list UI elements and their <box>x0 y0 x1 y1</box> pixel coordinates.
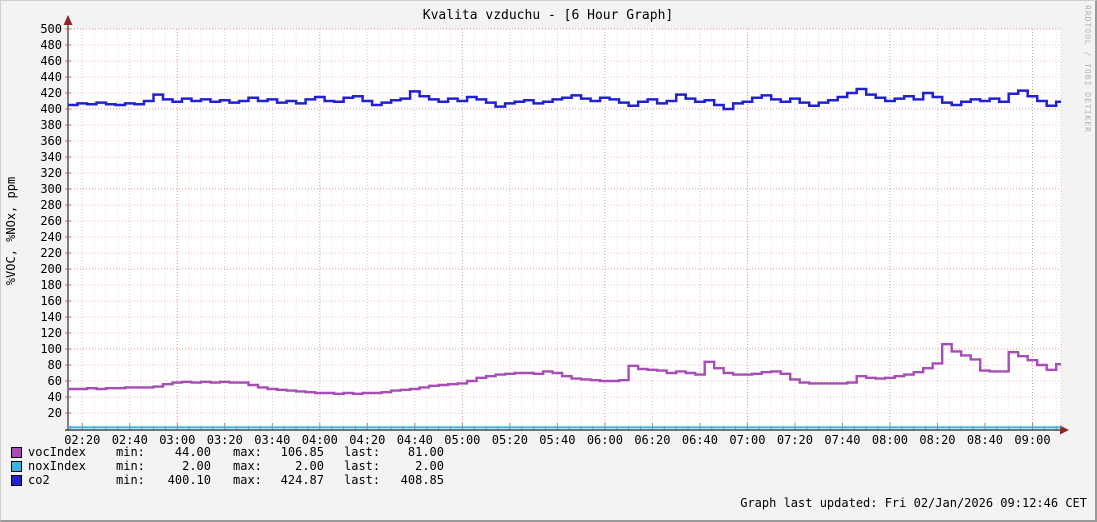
legend-max-value: 424.87 <box>280 473 324 487</box>
svg-text:40: 40 <box>48 390 62 404</box>
svg-text:180: 180 <box>40 278 62 292</box>
last-updated-text: Graph last updated: Fri 02/Jan/2026 09:1… <box>740 496 1087 510</box>
svg-text:03:20: 03:20 <box>207 433 243 447</box>
legend-max-label: max: <box>233 473 262 487</box>
legend-row-noxindex: noxIndex min: 2.00 max: 2.00 last: 2.00 <box>11 459 444 473</box>
svg-text:220: 220 <box>40 246 62 260</box>
legend-last-label: last: <box>344 445 381 459</box>
legend-min-label: min: <box>116 445 145 459</box>
svg-text:320: 320 <box>40 166 62 180</box>
svg-text:08:20: 08:20 <box>919 433 955 447</box>
legend-max-value: 106.85 <box>280 445 324 459</box>
svg-text:80: 80 <box>48 358 62 372</box>
svg-text:02:40: 02:40 <box>112 433 148 447</box>
svg-text:08:00: 08:00 <box>872 433 908 447</box>
svg-text:120: 120 <box>40 326 62 340</box>
legend-min-label: min: <box>116 459 145 473</box>
svg-text:60: 60 <box>48 374 62 388</box>
legend-swatch-co2 <box>11 474 22 486</box>
svg-text:260: 260 <box>40 214 62 228</box>
svg-text:140: 140 <box>40 310 62 324</box>
svg-text:240: 240 <box>40 230 62 244</box>
svg-text:160: 160 <box>40 294 62 308</box>
svg-text:440: 440 <box>40 70 62 84</box>
legend-last-value: 408.85 <box>400 473 444 487</box>
svg-text:05:40: 05:40 <box>539 433 575 447</box>
svg-text:05:00: 05:00 <box>444 433 480 447</box>
legend-min-value: 2.00 <box>182 459 211 473</box>
svg-text:460: 460 <box>40 54 62 68</box>
svg-text:20: 20 <box>48 406 62 420</box>
svg-text:02:20: 02:20 <box>64 433 100 447</box>
legend-last-label: last: <box>344 459 381 473</box>
legend-row-co2: co2 min: 400.10 max: 424.87 last: 408.85 <box>11 473 444 487</box>
svg-text:09:00: 09:00 <box>1014 433 1050 447</box>
svg-text:340: 340 <box>40 150 62 164</box>
svg-text:04:00: 04:00 <box>302 433 338 447</box>
svg-text:07:20: 07:20 <box>777 433 813 447</box>
legend-series-name: vocIndex <box>28 445 86 459</box>
svg-text:500: 500 <box>40 22 62 36</box>
legend-max-label: max: <box>233 459 262 473</box>
svg-text:04:40: 04:40 <box>397 433 433 447</box>
y-axis-label: %VOC, %NOx, ppm <box>4 176 18 286</box>
legend-last-value: 2.00 <box>415 459 444 473</box>
svg-text:08:40: 08:40 <box>967 433 1003 447</box>
legend-swatch-noxindex <box>11 460 22 472</box>
legend-max-label: max: <box>233 445 262 459</box>
svg-text:04:20: 04:20 <box>349 433 385 447</box>
svg-text:07:40: 07:40 <box>824 433 860 447</box>
legend-series-name: co2 <box>28 473 50 487</box>
svg-text:05:20: 05:20 <box>492 433 528 447</box>
legend-min-value: 44.00 <box>174 445 211 459</box>
svg-text:280: 280 <box>40 198 62 212</box>
legend-series-name: noxIndex <box>28 459 86 473</box>
svg-text:03:00: 03:00 <box>159 433 195 447</box>
svg-text:300: 300 <box>40 182 62 196</box>
legend-last-value: 81.00 <box>407 445 444 459</box>
svg-text:06:20: 06:20 <box>634 433 670 447</box>
svg-text:200: 200 <box>40 262 62 276</box>
legend-row-vocindex: vocIndex min: 44.00 max: 106.85 last: 81… <box>11 445 444 459</box>
rrdtool-watermark: RRDTOOL / TOBI OETIKER <box>1083 5 1092 133</box>
svg-text:380: 380 <box>40 118 62 132</box>
svg-text:07:00: 07:00 <box>729 433 765 447</box>
legend: vocIndex min: 44.00 max: 106.85 last: 81… <box>11 445 444 487</box>
legend-last-label: last: <box>344 473 381 487</box>
graph-title: Kvalita vzduchu - [6 Hour Graph] <box>422 8 674 23</box>
svg-text:360: 360 <box>40 134 62 148</box>
legend-max-value: 2.00 <box>295 459 324 473</box>
svg-text:06:00: 06:00 <box>587 433 623 447</box>
svg-text:420: 420 <box>40 86 62 100</box>
legend-min-label: min: <box>116 473 145 487</box>
legend-swatch-vocindex <box>11 446 22 458</box>
svg-text:400: 400 <box>40 102 62 116</box>
legend-min-value: 400.10 <box>167 473 211 487</box>
svg-text:480: 480 <box>40 38 62 52</box>
svg-text:03:40: 03:40 <box>254 433 290 447</box>
svg-text:100: 100 <box>40 342 62 356</box>
svg-text:06:40: 06:40 <box>682 433 718 447</box>
